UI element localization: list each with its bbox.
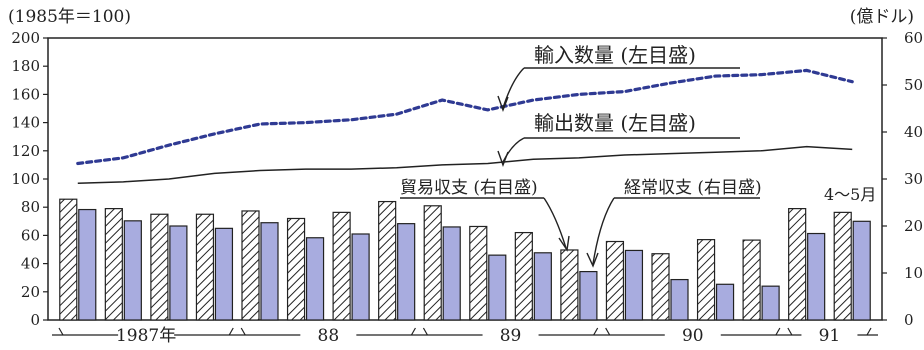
current-account-bar	[579, 270, 598, 321]
current-account-bar	[78, 208, 97, 321]
year-bracket-end	[410, 327, 416, 336]
trade-balance-bar	[59, 198, 78, 321]
year-bracket-start	[58, 327, 64, 336]
current-account-bar	[214, 227, 234, 321]
year-bracket-end	[228, 327, 234, 336]
current-account-bar	[670, 278, 689, 321]
trade-balance-bar	[788, 208, 807, 321]
year-label-bg	[118, 325, 175, 345]
left-tick-label: 60	[21, 226, 40, 244]
trade-balance-bar	[195, 213, 215, 321]
left-tick-label: 80	[21, 198, 40, 216]
right-axis: 0 100 200 300 400 500 600	[882, 29, 924, 329]
trade-balance-bar	[104, 208, 123, 321]
annotation-import-leader	[502, 67, 525, 109]
current-account-bar	[305, 237, 325, 321]
trade-balance-bar	[241, 210, 260, 321]
year-label-bg	[300, 325, 357, 345]
year-bracket-end	[775, 327, 781, 336]
trade-balance-bar	[423, 205, 442, 321]
year-bracket-start	[422, 327, 428, 336]
left-tick-label: 120	[11, 142, 40, 160]
trade-balance-bar	[286, 217, 306, 321]
current-account-bar	[260, 222, 279, 321]
year-label: 88	[318, 326, 340, 346]
current-account-bar	[488, 254, 507, 321]
trade-balance-bar	[378, 200, 397, 321]
trade-balance-bar	[742, 239, 761, 321]
trade-balance-bar	[696, 239, 716, 321]
current-account-bar	[351, 233, 370, 321]
annotation-export-arrow-icon	[497, 150, 509, 168]
year-label-bg	[482, 325, 539, 345]
left-tick-label: 100	[11, 170, 40, 188]
annotation-trade-arrow-icon	[558, 235, 570, 252]
trade-balance-bar	[560, 249, 579, 321]
year-label: 90	[682, 326, 704, 346]
right-tick-label: 400	[904, 123, 924, 141]
right-tick-label: 300	[904, 170, 924, 188]
right-tick-label: 100	[904, 264, 924, 282]
annotations: 輸入数量 (左目盛) 輸出数量 (左目盛) 貿易収支 (右目盛) 経常収支 (右…	[400, 43, 876, 268]
year-label-bg	[801, 325, 858, 345]
current-account-bar	[852, 220, 871, 321]
year-bracket-end	[866, 327, 872, 336]
current-account-bar	[807, 232, 826, 321]
trade-balance-bar	[605, 240, 625, 321]
year-bracket-start	[787, 327, 793, 336]
period-note: 4～5月	[824, 185, 876, 204]
right-tick-label: 0	[904, 311, 914, 329]
year-label: 89	[500, 326, 522, 346]
left-tick-label: 20	[21, 283, 40, 301]
lines-layer	[76, 68, 854, 184]
year-bracket-end	[593, 327, 599, 336]
current-account-bar	[715, 283, 735, 321]
annotation-current: 経常収支 (右目盛)	[624, 178, 762, 198]
trade-balance-bar	[651, 253, 670, 321]
current-account-bar	[533, 252, 552, 321]
current-account-bar	[442, 226, 461, 321]
trade-balance-bar	[469, 225, 488, 321]
left-tick-label: 40	[21, 255, 40, 273]
year-label: 1987年	[116, 326, 176, 346]
annotation-current-leader	[592, 197, 615, 265]
current-account-bar	[624, 249, 644, 321]
annotation-export: 輸出数量 (左目盛)	[534, 111, 696, 135]
export-volume-line	[77, 145, 853, 184]
current-account-bar	[169, 225, 188, 321]
trade-balance-bar	[514, 231, 533, 321]
import-volume-line	[76, 68, 854, 166]
annotation-trade: 貿易収支 (右目盛)	[400, 178, 538, 198]
annotation-import: 輸入数量 (左目盛)	[534, 43, 696, 67]
left-tick-label: 200	[11, 29, 40, 47]
annotation-current-arrow-icon	[586, 252, 599, 268]
right-tick-label: 200	[904, 217, 924, 235]
left-axis-title: (1985年＝100)	[8, 7, 131, 27]
left-tick-label: 0	[30, 311, 40, 329]
current-account-bar	[761, 285, 780, 321]
current-account-bar	[397, 223, 416, 321]
annotation-trade-leader	[543, 197, 567, 249]
trade-balance-bar	[833, 211, 852, 321]
trade-balance-bar	[332, 211, 351, 321]
annotation-import-arrow-icon	[497, 95, 509, 113]
right-axis-title: (億ドル)	[850, 7, 914, 27]
year-bracket-start	[240, 327, 246, 336]
current-account-bar	[123, 220, 142, 321]
left-tick-label: 140	[11, 114, 40, 132]
bars-layer	[59, 198, 871, 321]
right-tick-label: 500	[904, 76, 924, 94]
year-label-bg	[664, 325, 721, 345]
year-label: 91	[819, 326, 841, 346]
right-tick-label: 600	[904, 29, 924, 47]
trade-balance-bar	[150, 213, 169, 321]
left-axis: 0 20 40 60 80 100 120 140 160 180 200	[11, 29, 48, 329]
year-axis: 1987年 88 89 90 91	[52, 325, 878, 346]
year-bracket-start	[605, 327, 611, 336]
left-tick-label: 180	[11, 57, 40, 75]
left-tick-label: 160	[11, 85, 40, 103]
